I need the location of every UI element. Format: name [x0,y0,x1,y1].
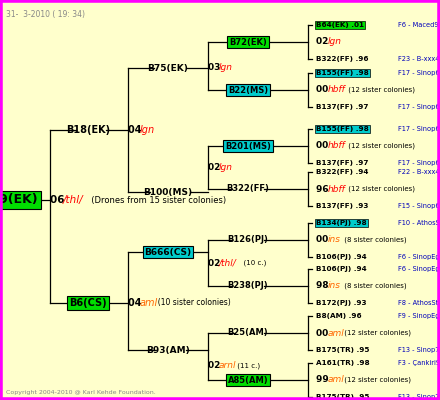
Text: hbff: hbff [328,86,346,94]
Text: F3 - Çankiri97R: F3 - Çankiri97R [398,360,440,366]
Text: aml: aml [140,298,158,308]
Text: F10 - AthosSt80R: F10 - AthosSt80R [398,220,440,226]
Text: B137(FF) .97: B137(FF) .97 [316,160,368,166]
Text: (12 sister colonies): (12 sister colonies) [341,330,411,336]
Text: arnl: arnl [219,362,237,370]
Text: F13 - Sinop72R: F13 - Sinop72R [398,347,440,353]
Text: 98: 98 [316,282,332,290]
Text: F13 - Sinop72R: F13 - Sinop72R [398,394,440,400]
Text: B64(EK) .01: B64(EK) .01 [316,22,364,28]
Text: (10 sister colonies): (10 sister colonies) [153,298,231,308]
Text: 00: 00 [316,86,331,94]
Text: B322(FF) .94: B322(FF) .94 [316,169,368,175]
Text: 99: 99 [316,376,332,384]
Text: B6(CS): B6(CS) [69,298,107,308]
Text: F23 - B-xxx43: F23 - B-xxx43 [398,56,440,62]
Text: B106(PJ) .94: B106(PJ) .94 [316,254,367,260]
Text: lgn: lgn [328,38,342,46]
Text: (12 sister colonies): (12 sister colonies) [346,87,415,93]
Text: F6 - SinopEgg86R: F6 - SinopEgg86R [398,266,440,272]
Text: A85(AM): A85(AM) [227,376,268,384]
Text: B175(TR) .95: B175(TR) .95 [316,347,370,353]
Text: ins: ins [328,282,341,290]
Text: B25(AM): B25(AM) [227,328,268,338]
Text: hbff: hbff [328,184,346,194]
Text: lgn: lgn [219,164,233,172]
Text: 04: 04 [128,298,145,308]
Text: (12 sister colonies): (12 sister colonies) [346,186,415,192]
Text: F6 - Maced93R: F6 - Maced93R [398,22,440,28]
Text: B666(CS): B666(CS) [144,248,191,256]
Text: lgn: lgn [219,64,233,72]
Text: B322(FF): B322(FF) [227,184,269,194]
Text: B106(PJ) .94: B106(PJ) .94 [316,266,367,272]
Text: aml: aml [328,376,345,384]
Text: F9 - SinopEgg86R: F9 - SinopEgg86R [398,313,440,319]
Text: F8 - AthosSt80R: F8 - AthosSt80R [398,300,440,306]
Text: B93(AM): B93(AM) [146,346,190,354]
Text: 96: 96 [316,184,332,194]
Text: B155(FF) .98: B155(FF) .98 [316,70,369,76]
Text: B155(FF) .98: B155(FF) .98 [316,126,369,132]
Text: B72(EK): B72(EK) [229,38,267,46]
Text: F17 - Sinop62R: F17 - Sinop62R [398,104,440,110]
Text: F17 - Sinop62R: F17 - Sinop62R [398,70,440,76]
Text: B99(EK): B99(EK) [0,194,38,206]
Text: hbff: hbff [328,142,346,150]
Text: F17 - Sinop62R: F17 - Sinop62R [398,126,440,132]
Text: (12 sister colonies): (12 sister colonies) [346,143,415,149]
Text: (11 c.): (11 c.) [235,363,260,369]
Text: B75(EK): B75(EK) [147,64,188,72]
Text: 02: 02 [208,164,224,172]
Text: 00: 00 [316,328,331,338]
Text: 00: 00 [316,236,331,244]
Text: aml: aml [328,328,345,338]
Text: B175(TR) .95: B175(TR) .95 [316,394,370,400]
Text: F22 - B-xxx43: F22 - B-xxx43 [398,169,440,175]
Text: 04: 04 [128,125,145,135]
Text: Copyright 2004-2010 @ Karl Kehde Foundation.: Copyright 2004-2010 @ Karl Kehde Foundat… [6,390,156,395]
Text: B22(MS): B22(MS) [228,86,268,94]
Text: (8 sister colonies): (8 sister colonies) [341,237,406,243]
Text: B172(PJ) .93: B172(PJ) .93 [316,300,367,306]
Text: B322(FF) .96: B322(FF) .96 [316,56,368,62]
Text: /thl/: /thl/ [63,195,83,205]
Text: F17 - Sinop62R: F17 - Sinop62R [398,160,440,166]
Text: A161(TR) .98: A161(TR) .98 [316,360,370,366]
Text: B126(PJ): B126(PJ) [227,236,268,244]
Text: (10 c.): (10 c.) [239,260,267,266]
Text: B100(MS): B100(MS) [143,188,193,196]
Text: 02: 02 [208,362,224,370]
Text: lgn: lgn [140,125,155,135]
Text: B201(MS): B201(MS) [225,142,271,150]
Text: B18(EK): B18(EK) [66,125,110,135]
Text: (Drones from 15 sister colonies): (Drones from 15 sister colonies) [86,196,226,204]
Text: 02: 02 [316,38,331,46]
Text: 00: 00 [316,142,331,150]
Text: 02: 02 [208,258,224,268]
Text: B134(PJ) .98: B134(PJ) .98 [316,220,367,226]
Text: B238(PJ): B238(PJ) [227,282,268,290]
Text: F6 - SinopEgg86R: F6 - SinopEgg86R [398,254,440,260]
Text: 31-  3-2010 ( 19: 34): 31- 3-2010 ( 19: 34) [6,10,85,19]
Text: B137(FF) .93: B137(FF) .93 [316,203,368,209]
Text: 06: 06 [50,195,68,205]
Text: 03: 03 [208,64,224,72]
Text: B8(AM) .96: B8(AM) .96 [316,313,362,319]
Text: ins: ins [328,236,341,244]
Text: F15 - Sinop62R: F15 - Sinop62R [398,203,440,209]
Text: (8 sister colonies): (8 sister colonies) [341,283,406,289]
Text: B137(FF) .97: B137(FF) .97 [316,104,368,110]
Text: /thl/: /thl/ [219,258,237,268]
Text: (12 sister colonies): (12 sister colonies) [341,377,411,383]
